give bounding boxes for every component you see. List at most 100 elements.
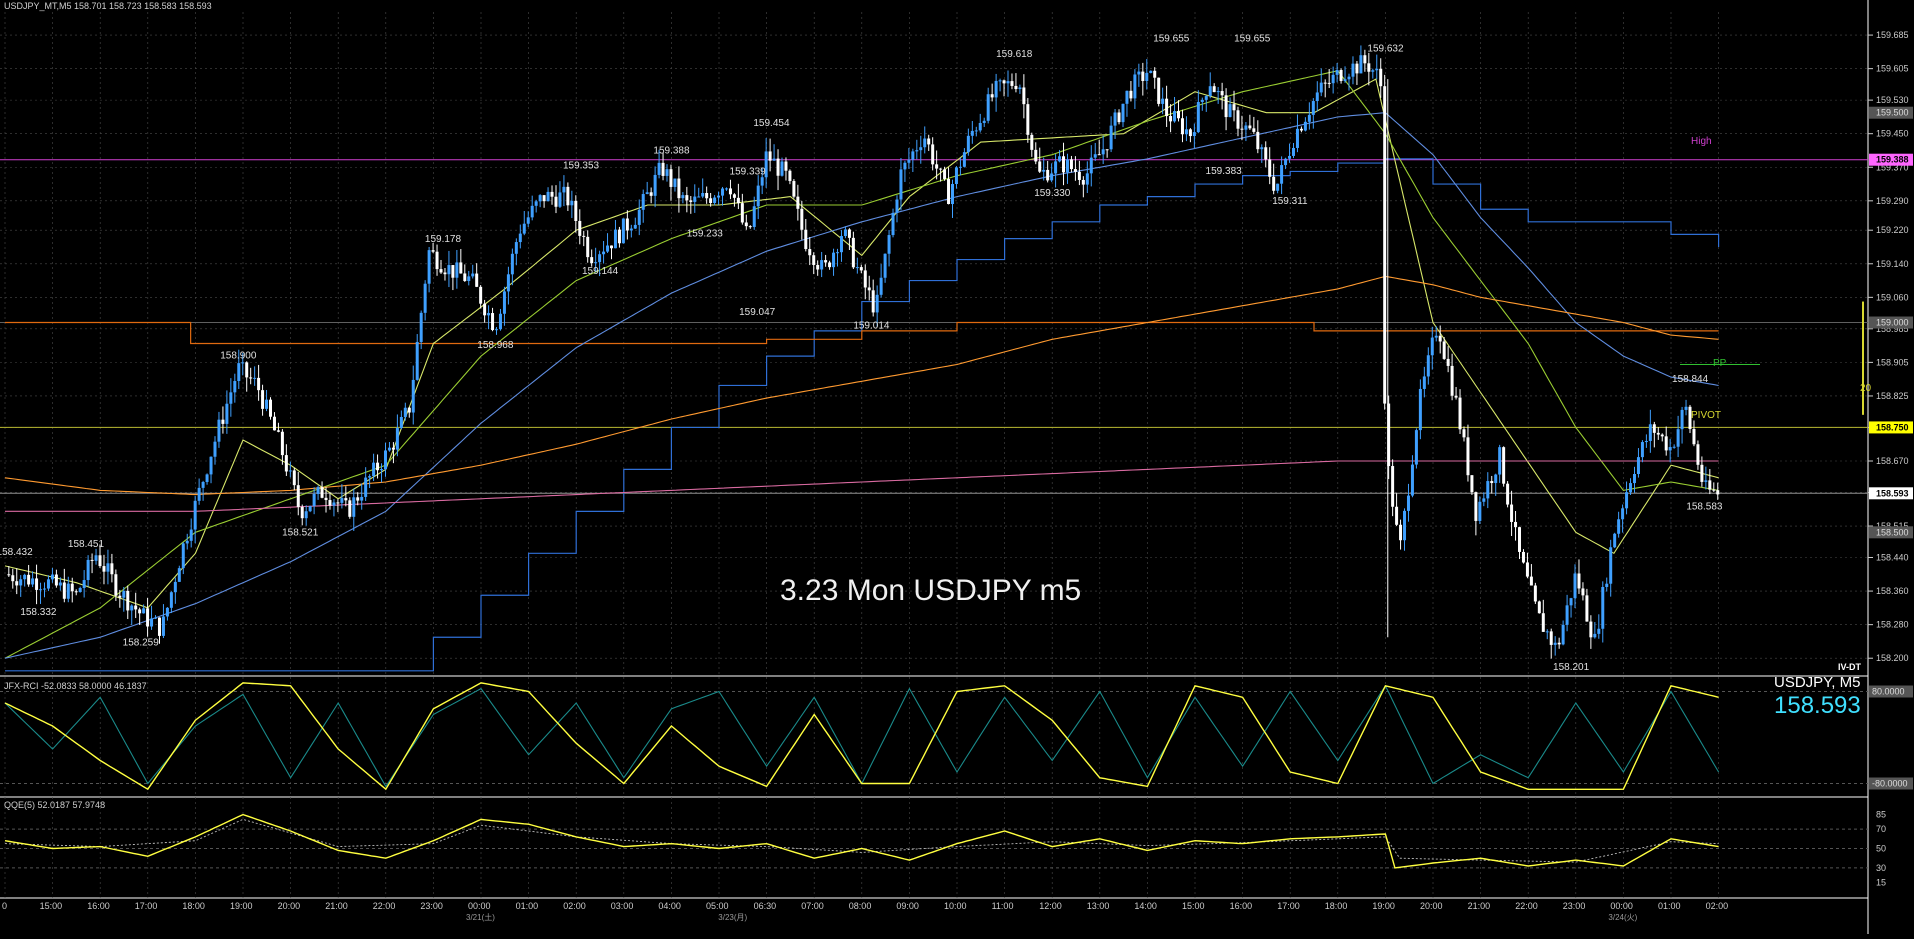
candle-body bbox=[1391, 466, 1395, 507]
candle-body bbox=[300, 506, 304, 519]
candle-body bbox=[602, 251, 606, 255]
candle-body bbox=[1656, 432, 1660, 435]
candle-body bbox=[1454, 395, 1458, 398]
candle-body bbox=[106, 563, 110, 572]
candle-body bbox=[1609, 547, 1613, 584]
candle-body bbox=[613, 229, 617, 249]
candle-body bbox=[154, 617, 158, 619]
qqe-axis-label: 70 bbox=[1876, 824, 1886, 834]
candle-body bbox=[483, 303, 487, 316]
candle-body bbox=[336, 502, 340, 504]
candle-body bbox=[899, 169, 903, 200]
candle-body bbox=[724, 188, 728, 190]
candle-body bbox=[1069, 159, 1073, 170]
candle-body bbox=[1228, 104, 1232, 118]
candle-body bbox=[1133, 74, 1137, 99]
candle-body bbox=[181, 543, 185, 569]
price-tick-label: 158.280 bbox=[1876, 620, 1909, 630]
candle-body bbox=[538, 195, 542, 202]
candle-body bbox=[903, 162, 907, 170]
candle-body bbox=[697, 196, 701, 198]
candle-body bbox=[66, 583, 70, 599]
price-tick-label: 158.515 bbox=[1876, 521, 1909, 531]
candle-body bbox=[368, 476, 372, 478]
candle-body bbox=[974, 130, 978, 132]
round-price-marker-label: 159.000 bbox=[1876, 318, 1909, 328]
date-label: 3/24(火) bbox=[1608, 913, 1637, 922]
candle-body bbox=[824, 260, 828, 263]
candle-body bbox=[332, 502, 336, 506]
ma-line-step_ma bbox=[4, 70, 1719, 659]
swing-price-label: 158.332 bbox=[20, 607, 57, 618]
candle-body bbox=[1089, 157, 1093, 174]
time-tick-label: 00:00 bbox=[468, 901, 491, 911]
candle-body bbox=[641, 194, 645, 210]
candle-body bbox=[237, 363, 241, 382]
price-tick-label: 159.450 bbox=[1876, 129, 1909, 139]
candle-body bbox=[395, 428, 399, 450]
candle-body bbox=[1414, 430, 1418, 465]
qqe-axis-label: 15 bbox=[1876, 877, 1886, 887]
candle-body bbox=[689, 200, 693, 202]
candle-body bbox=[1648, 424, 1652, 441]
candle-body bbox=[177, 568, 181, 582]
candle-body bbox=[1248, 125, 1252, 129]
time-tick-label: 15:00 bbox=[1182, 901, 1205, 911]
candle-body bbox=[1478, 501, 1482, 521]
candle-body bbox=[1141, 71, 1145, 81]
candle-body bbox=[118, 595, 122, 598]
candle-body bbox=[1260, 147, 1264, 150]
candle-body bbox=[173, 581, 177, 593]
candle-body bbox=[1295, 128, 1299, 148]
candle-body bbox=[1192, 132, 1196, 137]
candle-body bbox=[11, 575, 15, 582]
candle-body bbox=[463, 273, 467, 282]
candle-body bbox=[138, 609, 142, 614]
candle-body bbox=[50, 574, 54, 580]
candle-body bbox=[1165, 98, 1169, 117]
candle-body bbox=[1668, 447, 1672, 451]
candle-body bbox=[1359, 55, 1363, 74]
candle-body bbox=[1617, 519, 1621, 534]
candle-body bbox=[1188, 129, 1192, 137]
time-tick-label: 09:00 bbox=[896, 901, 919, 911]
candle-body bbox=[1680, 409, 1684, 430]
pivot-level-label: PIVOT bbox=[1691, 410, 1721, 421]
candle-body bbox=[1514, 521, 1518, 528]
candle-body bbox=[1438, 335, 1442, 342]
candle-body bbox=[288, 470, 292, 472]
candle-body bbox=[1276, 183, 1280, 191]
candle-body bbox=[1117, 112, 1121, 123]
round-price-marker bbox=[1869, 526, 1913, 539]
candle-body bbox=[241, 362, 245, 364]
candle-body bbox=[498, 313, 502, 330]
candle-body bbox=[1331, 74, 1335, 84]
candle-body bbox=[1450, 365, 1454, 396]
candle-body bbox=[439, 269, 443, 273]
candle-body bbox=[383, 450, 387, 470]
candle-body bbox=[617, 229, 621, 244]
candle-body bbox=[1073, 169, 1077, 172]
round-price-marker bbox=[1869, 106, 1913, 119]
candle-body bbox=[625, 218, 629, 231]
candle-body bbox=[1169, 116, 1173, 122]
candle-body bbox=[253, 377, 257, 379]
candle-body bbox=[721, 188, 725, 196]
candle-body bbox=[982, 120, 986, 123]
candle-body bbox=[847, 229, 851, 238]
candle-body bbox=[217, 419, 221, 442]
candle-body bbox=[1367, 63, 1371, 72]
candle-body bbox=[1442, 341, 1446, 359]
candle-body bbox=[1280, 165, 1284, 184]
candle-body bbox=[875, 294, 879, 313]
candle-body bbox=[1636, 457, 1640, 474]
time-tick-label: 02:00 bbox=[1706, 901, 1729, 911]
candle-body bbox=[1470, 475, 1474, 493]
high-price-marker bbox=[1869, 153, 1913, 166]
candle-body bbox=[348, 500, 352, 517]
swing-price-label: 159.388 bbox=[653, 146, 690, 157]
candle-body bbox=[578, 220, 582, 236]
time-tick-label: 18:00 bbox=[182, 901, 205, 911]
candle-body bbox=[542, 195, 546, 202]
candle-body bbox=[966, 135, 970, 153]
